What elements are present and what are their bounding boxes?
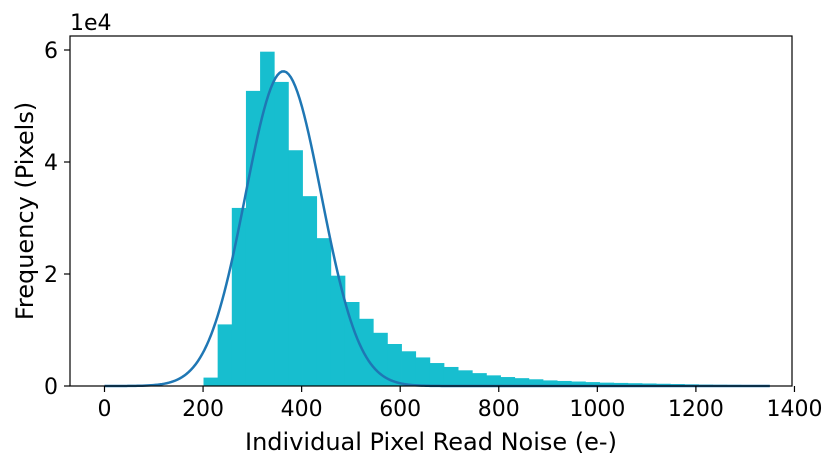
histogram-bar [260, 51, 275, 387]
y-tick-label: 6 [44, 39, 58, 64]
histogram-bar [514, 378, 530, 386]
x-tick-label: 0 [97, 397, 111, 422]
histogram-bar [571, 381, 586, 386]
gaussian-fit-curve [104, 70, 770, 388]
histogram-bar [443, 366, 459, 386]
histogram-bar [274, 81, 289, 387]
histogram-bar [288, 150, 303, 386]
histogram-bar [203, 377, 219, 386]
histogram-bar [330, 275, 346, 386]
x-tick-label: 200 [182, 397, 224, 422]
y-axis-offset-label: 1e4 [70, 11, 112, 36]
histogram-bar [217, 324, 233, 386]
plot-frame [69, 35, 793, 387]
histogram-bar [387, 344, 402, 386]
y-axis-ticks: 0 2 4 6 [44, 39, 70, 400]
histogram-bar [359, 318, 374, 386]
histogram-bar [401, 351, 417, 386]
histogram-bars [203, 51, 770, 387]
histogram-bar [302, 196, 318, 386]
histogram-bar [599, 382, 615, 386]
histogram-bar [542, 380, 558, 386]
x-tick-label: 1400 [766, 397, 822, 422]
histogram-bar [486, 375, 501, 386]
x-axis-ticks: 0 200 400 600 800 1000 1200 1400 [97, 386, 822, 422]
y-axis-label: Frequency (Pixels) [11, 102, 39, 320]
x-tick-label: 600 [379, 397, 421, 422]
y-tick-label: 0 [44, 375, 58, 400]
histogram-bar [316, 238, 332, 386]
histogram-bar [429, 363, 445, 386]
histogram-bar [641, 383, 657, 386]
histogram-bar [458, 370, 473, 386]
histogram-bar [231, 207, 247, 386]
y-tick-label: 2 [44, 263, 58, 288]
y-tick-label: 4 [44, 151, 58, 176]
x-tick-label: 1000 [569, 397, 625, 422]
histogram-bar [627, 383, 643, 386]
histogram-bar [500, 377, 516, 386]
histogram-bar [344, 302, 360, 386]
histogram-bar [472, 373, 487, 386]
histogram-bar [415, 357, 431, 386]
histogram-bar [528, 379, 544, 386]
x-tick-label: 400 [281, 397, 323, 422]
x-tick-label: 800 [478, 397, 520, 422]
histogram-bar [557, 380, 572, 386]
x-tick-label: 1200 [668, 397, 724, 422]
histogram-bar [373, 332, 388, 386]
histogram-bar [245, 90, 261, 386]
x-axis-label: Individual Pixel Read Noise (e-) [245, 428, 617, 456]
histogram-bar [585, 382, 600, 386]
histogram-bar [613, 382, 629, 386]
